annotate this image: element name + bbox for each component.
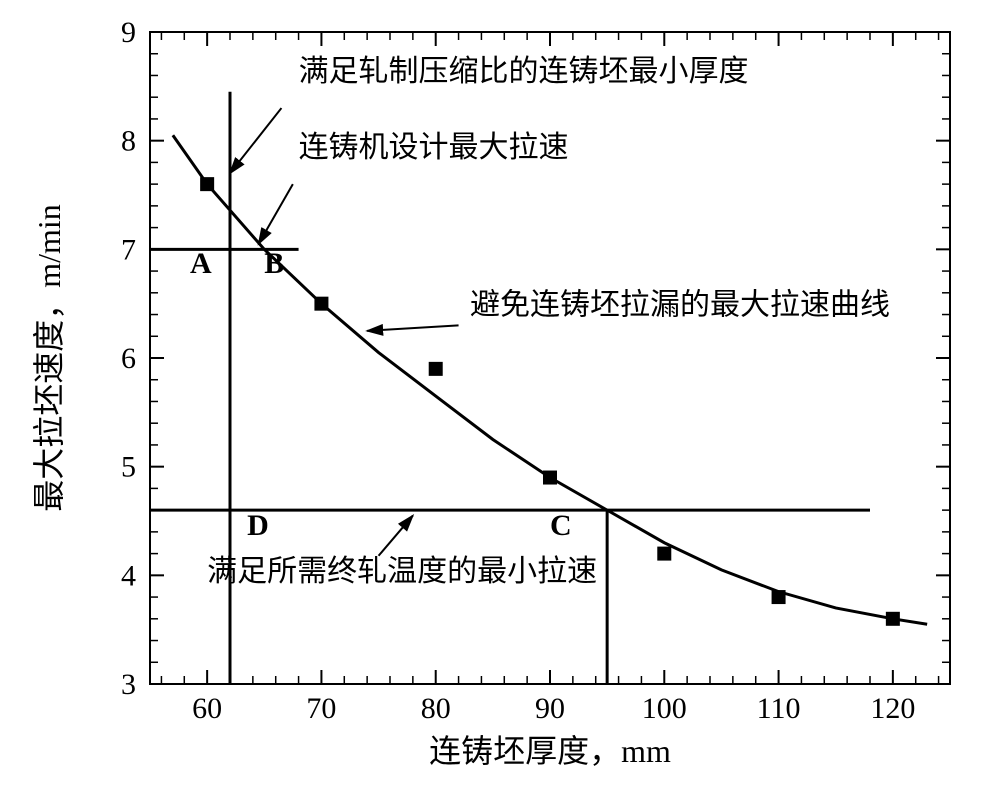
annotation-min_thickness: 满足轧制压缩比的连铸坯最小厚度 [299,55,749,88]
chart-svg: 60 70 80 90 100 110 120 3 4 5 6 7 8 9 连铸坯厚度，mm 最大拉坯速度，m… [0,0,1000,794]
x-tick-label: 60 [192,692,222,725]
y-tick-label: 6 [121,342,136,375]
x-tick-label: 70 [306,692,336,725]
annotation-max_design_speed: 连铸机设计最大拉速 [299,131,569,164]
region-point-C: C [550,509,572,542]
data-point [543,471,557,485]
y-axis-title: 最大拉坯速度，m/min [31,204,67,512]
chart-container: 60 70 80 90 100 110 120 3 4 5 6 7 8 9 连铸坯厚度，mm 最大拉坯速度，m… [0,0,1000,794]
data-point [886,612,900,626]
y-tick-label: 9 [121,16,136,49]
x-tick-label: 90 [535,692,565,725]
annotation-arrow-min_thickness [230,108,281,173]
breakout-curve [173,135,927,624]
annotation-arrow-max_design_speed [259,184,293,244]
annotation-arrow-breakout_curve [367,325,458,330]
x-tick-label: 100 [642,692,687,725]
data-point [314,297,328,311]
annotation-arrow-min_rolling_speed [379,516,413,556]
region-point-B: B [264,247,284,280]
x-tick-label: 110 [757,692,801,725]
annotation-min_rolling_speed: 满足所需终轧温度的最小拉速 [207,555,597,588]
data-point [772,590,786,604]
y-tick-label: 3 [121,668,136,701]
x-axis-title: 连铸坯厚度，mm [429,733,671,769]
y-tick-label: 4 [121,559,136,592]
data-point [429,362,443,376]
data-point [657,547,671,561]
x-tick-label: 80 [421,692,451,725]
annotation-breakout_curve: 避免连铸坯拉漏的最大拉速曲线 [470,289,890,322]
region-point-A: A [190,247,212,280]
data-point [200,177,214,191]
y-tick-label: 7 [121,233,136,266]
region-point-D: D [247,509,269,542]
x-tick-label: 120 [870,692,915,725]
y-tick-label: 8 [121,125,136,158]
y-tick-label: 5 [121,451,136,484]
